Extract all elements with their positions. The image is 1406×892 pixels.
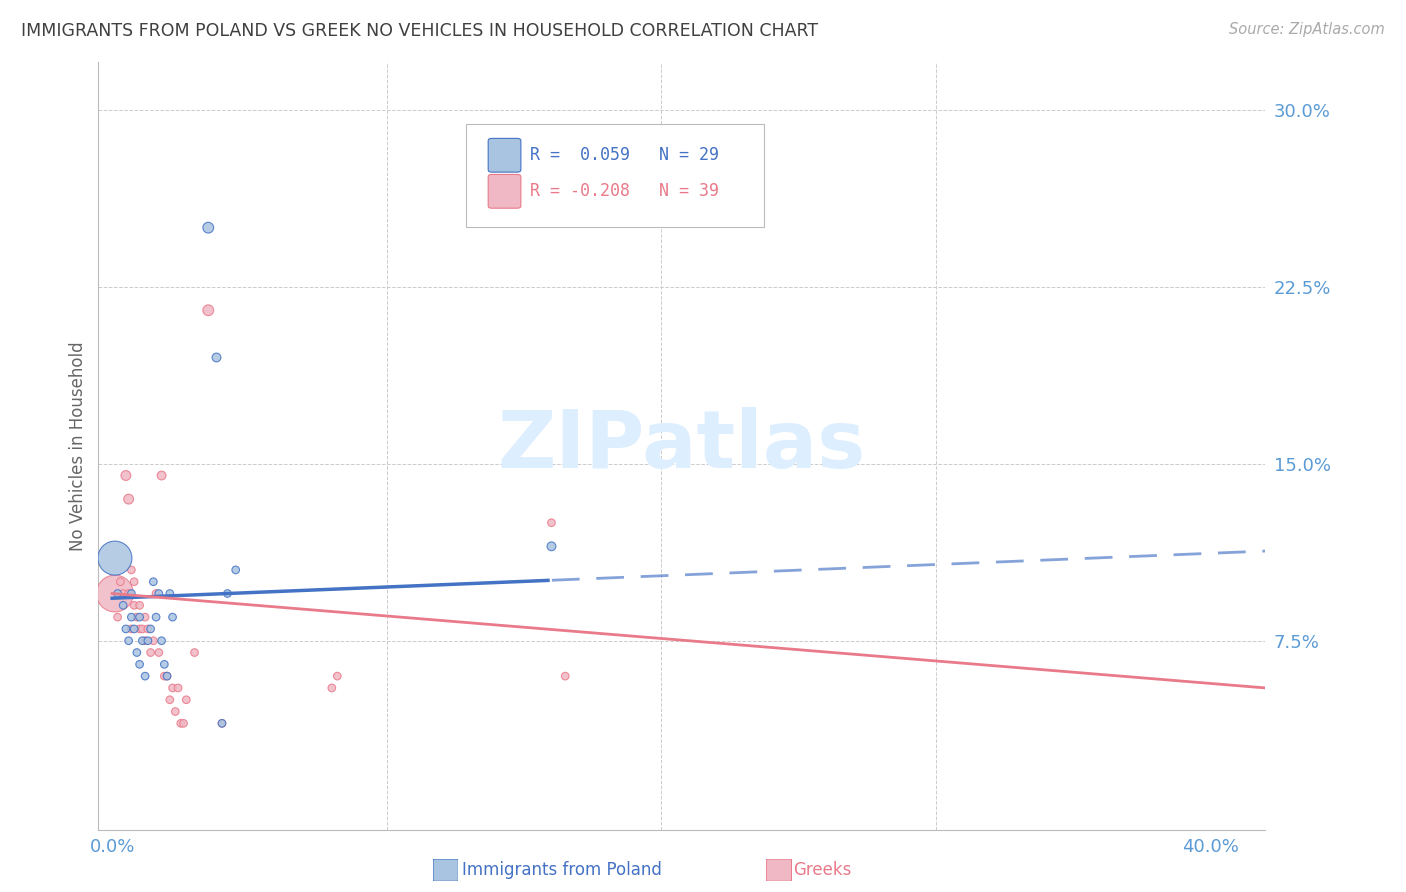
Point <box>153 669 176 683</box>
Point <box>125 610 148 624</box>
Point <box>211 716 233 731</box>
Point <box>128 610 150 624</box>
Point <box>153 657 176 672</box>
Point <box>139 646 162 660</box>
Point <box>321 681 343 695</box>
Point <box>134 633 156 648</box>
Point <box>110 574 132 589</box>
Point <box>326 669 349 683</box>
Point <box>217 586 239 600</box>
Point <box>142 633 165 648</box>
Point <box>120 622 142 636</box>
Point <box>156 669 179 683</box>
Text: Source: ZipAtlas.com: Source: ZipAtlas.com <box>1229 22 1385 37</box>
Point <box>540 516 562 530</box>
Point <box>125 646 148 660</box>
Point <box>131 622 153 636</box>
FancyBboxPatch shape <box>766 859 792 881</box>
Text: ZIPatlas: ZIPatlas <box>498 407 866 485</box>
Point <box>107 586 129 600</box>
Point <box>540 539 562 553</box>
Point <box>167 681 190 695</box>
Point <box>159 586 181 600</box>
Point <box>173 716 195 731</box>
Text: N = 29: N = 29 <box>658 146 718 164</box>
Point <box>115 468 138 483</box>
Point <box>117 633 139 648</box>
Text: R =  0.059: R = 0.059 <box>530 146 630 164</box>
Point <box>165 705 187 719</box>
Point <box>104 551 127 566</box>
Point <box>150 468 173 483</box>
FancyBboxPatch shape <box>433 859 458 881</box>
Point <box>112 586 135 600</box>
Text: R = -0.208: R = -0.208 <box>530 182 630 201</box>
Point <box>104 586 127 600</box>
Y-axis label: No Vehicles in Household: No Vehicles in Household <box>69 341 87 551</box>
Point <box>197 220 219 235</box>
Text: Immigrants from Poland: Immigrants from Poland <box>463 861 662 879</box>
Point <box>183 646 205 660</box>
Point <box>205 351 228 365</box>
Point <box>211 716 233 731</box>
Point <box>122 622 145 636</box>
Point <box>136 622 159 636</box>
Point <box>170 716 193 731</box>
Point <box>148 646 170 660</box>
Point <box>112 599 135 613</box>
Point <box>120 610 142 624</box>
Point <box>162 681 184 695</box>
Point <box>128 599 150 613</box>
Point <box>122 599 145 613</box>
Point <box>136 633 159 648</box>
Point <box>122 574 145 589</box>
Text: N = 39: N = 39 <box>658 182 718 201</box>
Point <box>131 633 153 648</box>
Text: IMMIGRANTS FROM POLAND VS GREEK NO VEHICLES IN HOUSEHOLD CORRELATION CHART: IMMIGRANTS FROM POLAND VS GREEK NO VEHIC… <box>21 22 818 40</box>
Point <box>156 669 179 683</box>
Point <box>554 669 576 683</box>
Point <box>148 586 170 600</box>
Point <box>159 692 181 706</box>
Point <box>162 610 184 624</box>
Point <box>117 586 139 600</box>
Point <box>107 610 129 624</box>
Point <box>197 303 219 318</box>
Point <box>134 669 156 683</box>
Point <box>120 563 142 577</box>
Point <box>142 574 165 589</box>
FancyBboxPatch shape <box>465 124 763 227</box>
Point <box>145 610 167 624</box>
Text: Greeks: Greeks <box>793 861 852 879</box>
Point <box>128 657 150 672</box>
Point <box>134 610 156 624</box>
Point <box>145 586 167 600</box>
FancyBboxPatch shape <box>488 138 520 172</box>
Point <box>128 622 150 636</box>
Point <box>225 563 247 577</box>
Point <box>150 633 173 648</box>
Point <box>139 622 162 636</box>
Point <box>117 492 139 507</box>
Point <box>115 622 138 636</box>
FancyBboxPatch shape <box>488 175 520 208</box>
Point <box>120 586 142 600</box>
Point <box>174 692 197 706</box>
